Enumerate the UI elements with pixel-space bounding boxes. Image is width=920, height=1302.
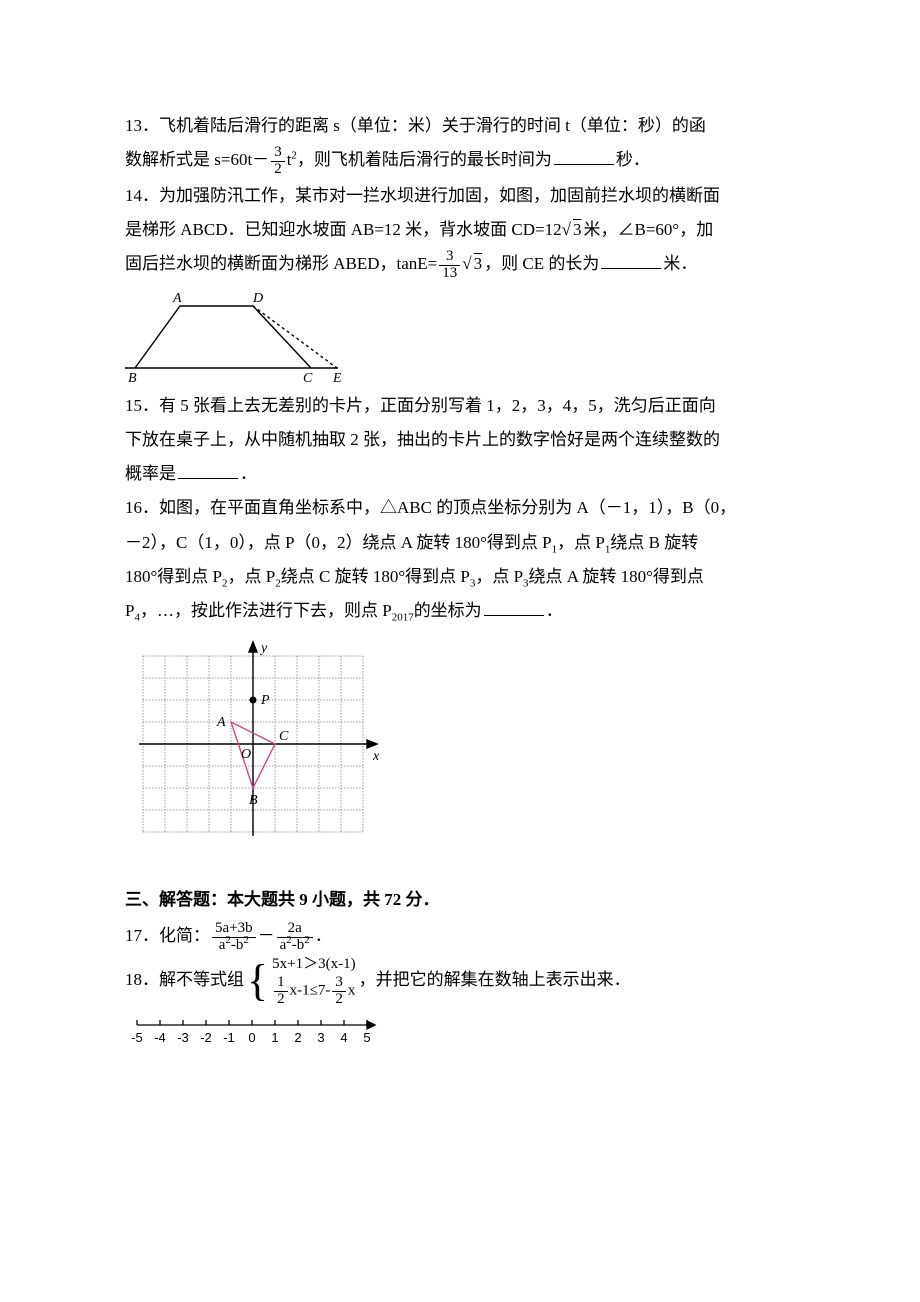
- exam-page: 13．飞机着陆后滑行的距离 s（单位：米）关于滑行的时间 t（单位：秒）的函 数…: [0, 0, 920, 1302]
- q16-l3-b: ，点 P: [228, 567, 276, 586]
- q15-l3-pre: 概率是: [125, 464, 176, 483]
- svg-text:B: B: [249, 793, 258, 808]
- q18-numberline: -5 -4 -3 -2 -1 0 1 2 3 4 5: [125, 1013, 385, 1053]
- q18-rows: 5x+1＞3(x-1) 12x-1≤7-32x: [272, 955, 355, 1007]
- svg-text:3: 3: [317, 1030, 324, 1045]
- q16-l2-post: 绕点 B 旋转: [610, 533, 698, 552]
- q13-frac: 32: [271, 145, 285, 178]
- q14-frac: 313: [439, 249, 460, 282]
- q14-blank: [601, 251, 661, 269]
- q16-blank: [484, 598, 544, 616]
- q18: 18．解不等式组{ 5x+1＞3(x-1) 12x-1≤7-32x ，并把它的解…: [125, 955, 810, 1007]
- q16-line4: P4，…，按此作法进行下去，则点 P2017的坐标为．: [125, 595, 810, 627]
- q15-line2: 下放在桌子上，从中随机抽取 2 张，抽出的卡片上的数字恰好是两个连续整数的: [125, 424, 810, 456]
- q15-l3-end: ．: [240, 464, 257, 483]
- svg-text:-5: -5: [131, 1030, 143, 1045]
- q14-l2-post: 米，∠B=60°，加: [583, 220, 713, 239]
- q14-figure: A D B C E: [125, 288, 361, 384]
- q18-r2-frac2: 32: [332, 975, 346, 1008]
- q17-frac1: 5a+3ba2-b2: [212, 921, 256, 954]
- q17-frac2-den: a2-b2: [277, 938, 313, 954]
- q14-label-E: E: [332, 371, 342, 384]
- svg-text:C: C: [279, 729, 289, 744]
- q14-line3: 固后拦水坝的横断面为梯形 ABED，tanE=313√3，则 CE 的长为 米．: [125, 248, 810, 281]
- svg-text:2: 2: [294, 1030, 301, 1045]
- q17-minus: －: [258, 926, 275, 945]
- q17: 17．化简：5a+3ba2-b2－2aa2-b2．: [125, 920, 810, 953]
- q14-l3-mid: ，则 CE 的长为: [484, 254, 599, 273]
- q14-label-D: D: [252, 291, 263, 306]
- svg-text:5: 5: [363, 1030, 370, 1045]
- q17-frac2: 2aa2-b2: [277, 921, 313, 954]
- q16-l3-a: 180°得到点 P: [125, 567, 222, 586]
- q18-post: ，并把它的解集在数轴上表示出来．: [359, 970, 631, 989]
- q15-blank: [178, 461, 238, 479]
- q16-figure: y x O A B C P: [125, 634, 387, 862]
- q14-label-A: A: [172, 291, 182, 306]
- q14-line2: 是梯形 ABCD．已知迎水坡面 AB=12 米，背水坡面 CD=12√3米，∠B…: [125, 214, 810, 246]
- svg-text:-4: -4: [154, 1030, 166, 1045]
- q15-line3: 概率是 ．: [125, 458, 810, 490]
- q16-l3-d: ，点 P: [475, 567, 523, 586]
- svg-text:4: 4: [340, 1030, 347, 1045]
- q18-row1: 5x+1＞3(x-1): [272, 955, 355, 975]
- svg-text:-3: -3: [177, 1030, 189, 1045]
- q16-l3-e: 绕点 A 旋转 180°得到点: [529, 567, 704, 586]
- q18-pre: 18．解不等式组: [125, 970, 244, 989]
- q17-pre: 17．化简：: [125, 926, 210, 945]
- q16-l4-end: ．: [546, 601, 563, 620]
- q14-label-C: C: [303, 371, 313, 384]
- q14-l3-pre: 固后拦水坝的横断面为梯形 ABED，tanE=: [125, 254, 437, 273]
- q14-l2-pre: 是梯形 ABCD．已知迎水坡面 AB=12 米，背水坡面 CD=12: [125, 220, 562, 239]
- q16-l4-c: 的坐标为: [414, 601, 482, 620]
- q17-end: ．: [315, 926, 332, 945]
- q14-sqrt2: √3: [462, 254, 484, 273]
- section3-title: 三、解答题：本大题共 9 小题，共 72 分．: [125, 884, 810, 916]
- svg-text:-1: -1: [223, 1030, 235, 1045]
- svg-text:O: O: [241, 747, 251, 762]
- svg-text:A: A: [216, 715, 226, 730]
- q18-r2-frac1: 12: [274, 975, 288, 1008]
- q14-line1: 14．为加强防汛工作，某市对一拦水坝进行加固，如图，加固前拦水坝的横断面: [125, 180, 810, 212]
- q14-label-B: B: [128, 371, 137, 384]
- q15-line1: 15．有 5 张看上去无差别的卡片，正面分别写着 1，2，3，4，5，洗匀后正面…: [125, 390, 810, 422]
- q17-frac1-den: a2-b2: [212, 938, 256, 954]
- q16-l3-c: 绕点 C 旋转 180°得到点 P: [281, 567, 470, 586]
- q13-blank: [554, 147, 614, 165]
- svg-text:1: 1: [271, 1030, 278, 1045]
- q13-l2-pre: 数解析式是 s=60t－: [125, 150, 269, 169]
- q13-line1: 13．飞机着陆后滑行的距离 s（单位：米）关于滑行的时间 t（单位：秒）的函: [125, 110, 810, 142]
- q16-l4-b: ，…，按此作法进行下去，则点 P: [140, 601, 392, 620]
- q13-l2-post: ，则飞机着陆后滑行的最长时间为: [297, 150, 552, 169]
- svg-text:y: y: [259, 641, 268, 656]
- q16-l2-mid: ，点 P: [557, 533, 605, 552]
- q16-line1: 16．如图，在平面直角坐标系中，△ABC 的顶点坐标分别为 A（－1，1），B（…: [125, 492, 810, 524]
- svg-text:x: x: [372, 749, 380, 764]
- q16-line2: －2），C（1，0），点 P（0，2）绕点 A 旋转 180°得到点 P1，点 …: [125, 527, 810, 559]
- q16-line3: 180°得到点 P2，点 P2绕点 C 旋转 180°得到点 P3，点 P3绕点…: [125, 561, 810, 593]
- q18-system: { 5x+1＞3(x-1) 12x-1≤7-32x: [247, 955, 356, 1007]
- svg-text:P: P: [260, 693, 270, 708]
- q18-row2: 12x-1≤7-32x: [272, 975, 355, 1008]
- q16-l2-pre: －2），C（1，0），点 P（0，2）绕点 A 旋转 180°得到点 P: [125, 533, 552, 552]
- q13-line2: 数解析式是 s=60t－32t2，则飞机着陆后滑行的最长时间为秒．: [125, 144, 810, 177]
- q14-l3-end: 米．: [663, 254, 697, 273]
- q14-sqrt1: √3: [562, 220, 584, 239]
- svg-text:-2: -2: [200, 1030, 212, 1045]
- q13-l2-end: 秒．: [616, 150, 650, 169]
- q16-sub2017: 2017: [392, 612, 414, 624]
- svg-text:0: 0: [248, 1030, 255, 1045]
- brace-icon: {: [247, 959, 268, 1003]
